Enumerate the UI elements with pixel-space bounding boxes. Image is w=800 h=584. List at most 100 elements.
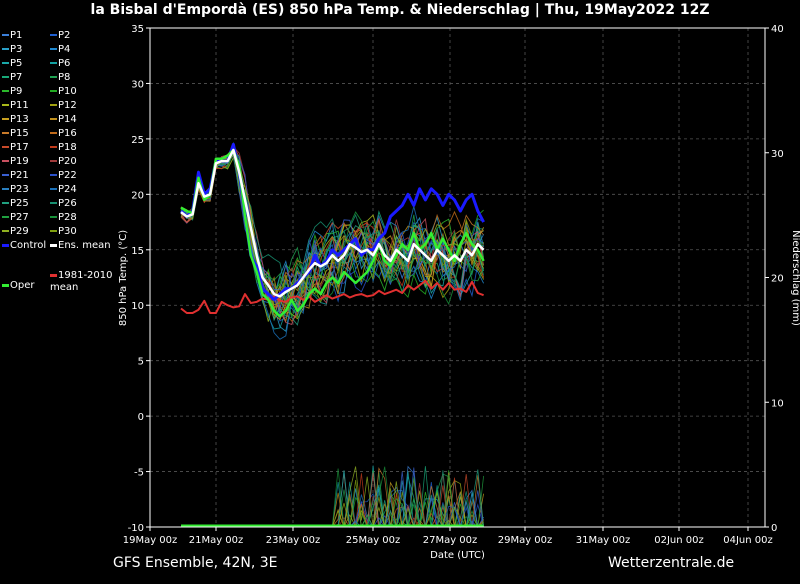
legend-item: P2 — [50, 30, 70, 42]
legend-item-oper: Oper — [2, 280, 72, 292]
y-tick-label: 10 — [131, 301, 144, 312]
legend-item: P7 — [2, 72, 22, 84]
legend-label: P22 — [58, 170, 77, 181]
legend-swatch — [2, 188, 9, 190]
x-tick-label: 19May 00z — [123, 535, 178, 546]
legend-label: P27 — [10, 212, 29, 223]
y-tick-label: 30 — [131, 79, 144, 90]
legend-item: P13 — [2, 114, 29, 126]
legend-swatch — [50, 90, 57, 92]
legend-label: P7 — [10, 72, 23, 83]
y-tick-label: 15 — [131, 246, 144, 257]
legend-label: P10 — [58, 86, 77, 97]
x-tick-label: 02Jun 00z — [654, 535, 704, 546]
legend-swatch — [2, 230, 9, 232]
ensemble-member-line — [180, 156, 485, 321]
legend-item: P9 — [2, 86, 22, 98]
series-line-control — [179, 142, 485, 302]
y2-axis-label: Niederschlag (mm) — [790, 230, 800, 326]
legend-item: P23 — [2, 184, 29, 196]
y-tick-label: 5 — [138, 357, 144, 368]
legend-swatch — [2, 48, 9, 50]
legend-label: P4 — [58, 44, 71, 55]
legend-label: P21 — [10, 170, 29, 181]
legend-label: P24 — [58, 184, 77, 195]
x-tick-label: 25May 00z — [346, 535, 401, 546]
legend-label: P14 — [58, 114, 77, 125]
legend-label: P19 — [10, 156, 29, 167]
legend-label: P17 — [10, 142, 29, 153]
plot-frame — [149, 27, 766, 528]
legend-item: P28 — [50, 212, 77, 224]
legend-label: P30 — [58, 226, 77, 237]
legend-item: P15 — [2, 128, 29, 140]
legend-item: P19 — [2, 156, 29, 168]
y-axis-label: 850 hPa Temp. (°C) — [118, 230, 129, 326]
legend-swatch — [50, 230, 57, 232]
legend-label: P16 — [58, 128, 77, 139]
legend-label: P26 — [58, 198, 77, 209]
legend-label: P18 — [58, 142, 77, 153]
legend-swatch — [50, 202, 57, 204]
site-label: Wetterzentrale.de — [608, 555, 735, 571]
legend-swatch — [50, 48, 57, 50]
ensemble-member-line — [180, 154, 485, 322]
legend-item: P8 — [50, 72, 70, 84]
axes: -10 -5 0 5 10 15 20 25 30 35 0 10 20 30 40 19May 00z 21M… — [118, 24, 800, 561]
legend-item: P30 — [50, 226, 77, 238]
ensemble-members — [180, 141, 485, 529]
legend-swatch — [2, 90, 9, 92]
model-label: GFS Ensemble, 42N, 3E — [113, 555, 278, 571]
legend-swatch — [2, 76, 9, 78]
legend-item: P10 — [50, 86, 77, 98]
legend-label: P13 — [10, 114, 29, 125]
x-tick-label: 23May 00z — [266, 535, 321, 546]
legend-item: P14 — [50, 114, 77, 126]
legend-item: P3 — [2, 44, 22, 56]
y-tick-label: -5 — [134, 468, 144, 479]
legend-swatch — [2, 160, 9, 162]
legend-swatch — [2, 34, 9, 36]
legend-item: P27 — [2, 212, 29, 224]
legend-label: P28 — [58, 212, 77, 223]
y2-tick-label: 40 — [771, 24, 784, 35]
legend-swatch — [2, 146, 9, 148]
legend-swatch — [50, 132, 57, 134]
legend-label: Control — [10, 240, 47, 251]
legend-item: P11 — [2, 100, 29, 112]
legend-swatch — [2, 202, 9, 204]
legend-label: P23 — [10, 184, 29, 195]
legend-item: P17 — [2, 142, 29, 154]
legend-item: P24 — [50, 184, 77, 196]
legend-item: P18 — [50, 142, 77, 154]
legend-item: P1 — [2, 30, 22, 42]
legend-swatch — [2, 216, 9, 218]
legend-swatch — [2, 243, 9, 247]
legend-label: P11 — [10, 100, 29, 111]
legend-item-1981-2010-mean: 1981-2010 mean — [50, 270, 120, 293]
y2-tick-label: 20 — [771, 274, 784, 285]
legend-label: P29 — [10, 226, 29, 237]
series-line-1981-2010-mean — [180, 279, 484, 314]
legend-swatch — [50, 273, 57, 277]
legend-swatch — [50, 104, 57, 106]
y2-tick-label: 0 — [771, 523, 777, 534]
legend-swatch — [50, 160, 57, 162]
legend-item: P12 — [50, 100, 77, 112]
legend-label: P3 — [10, 44, 23, 55]
legend-item: P5 — [2, 58, 22, 70]
legend-swatch — [2, 174, 9, 176]
x-axis-label: Date (UTC) — [430, 550, 485, 561]
legend-label: P15 — [10, 128, 29, 139]
legend-item: P20 — [50, 156, 77, 168]
legend-label: Ens. mean — [58, 240, 111, 251]
legend-item: P29 — [2, 226, 29, 238]
legend-item: P16 — [50, 128, 77, 140]
legend-label: P25 — [10, 198, 29, 209]
series-line-ens-mean — [180, 148, 485, 298]
legend-swatch — [50, 118, 57, 120]
legend-swatch — [50, 216, 57, 218]
legend-item-control: Control — [2, 240, 72, 252]
legend-label: P5 — [10, 58, 23, 69]
